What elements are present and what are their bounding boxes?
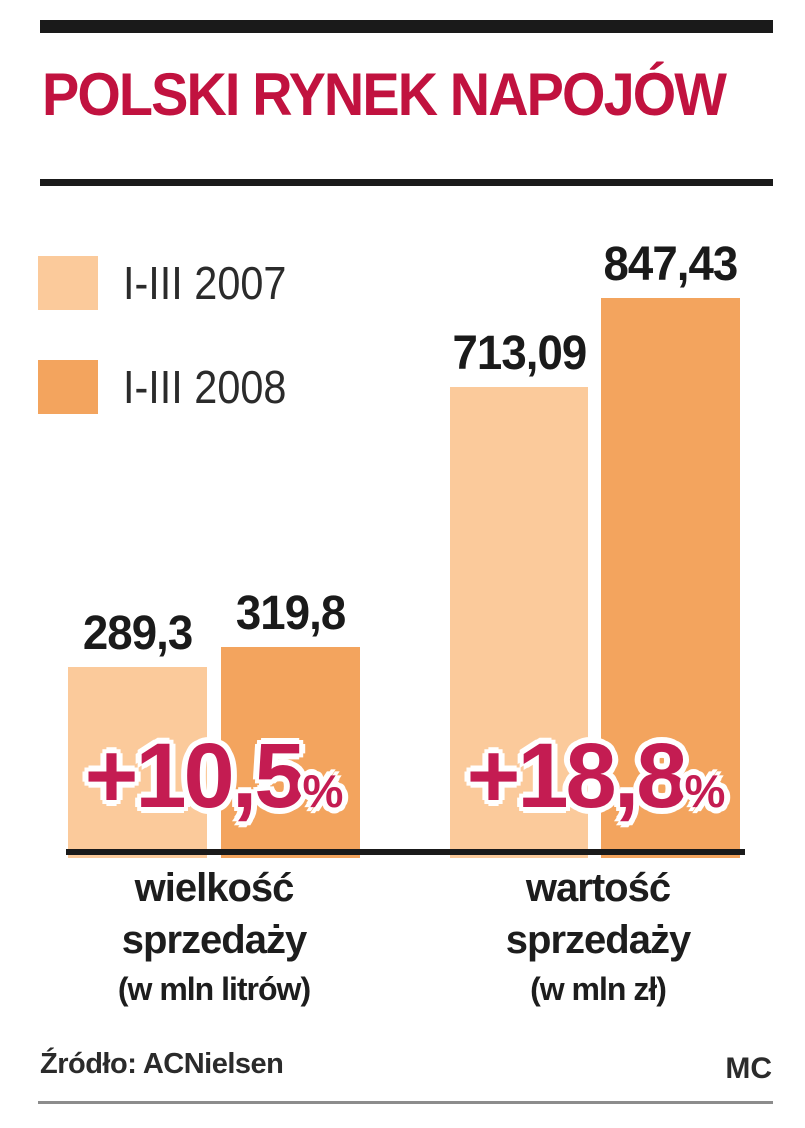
page-title: POLSKI RYNEK NAPOJÓW	[42, 61, 727, 128]
legend-item-2007: I-III 2007	[38, 256, 305, 310]
percent-sign: %	[302, 765, 344, 817]
change-badge-value: +18,8%	[446, 730, 746, 822]
source-note: Źródło: ACNielsen	[40, 1048, 284, 1080]
legend-swatch-2007	[38, 256, 98, 310]
legend-label-2007: I-III 2007	[123, 257, 287, 309]
value-label-volume-2008: 319,8	[235, 587, 346, 640]
change-value-volume: +10,5	[84, 725, 306, 827]
group-unit-volume: (w mln litrów)	[117, 971, 311, 1007]
legend-swatch-2008	[38, 360, 98, 414]
barcol-value-2008: 847,43	[601, 241, 740, 858]
barcol-volume-2008: 319,8	[221, 590, 360, 858]
group-label-value: wartość sprzedaży (w mln zł)	[438, 862, 758, 1012]
value-label-value-2007: 713,09	[452, 327, 587, 380]
barcol-value-2007: 713,09	[450, 330, 588, 858]
change-value-value: +18,8	[466, 725, 688, 827]
author-initials: MC	[725, 1052, 772, 1085]
bar-volume-2007	[68, 667, 207, 858]
top-rule	[40, 20, 773, 33]
value-label-volume-2007: 289,3	[82, 607, 193, 660]
group-label-volume-line1: wielkość	[134, 866, 295, 910]
title-underline	[40, 179, 773, 186]
footer-rule	[38, 1101, 773, 1104]
barcol-volume-2007: 289,3	[68, 610, 207, 858]
percent-sign: %	[684, 765, 726, 817]
bar-value-2008	[601, 298, 740, 858]
group-label-volume: wielkość sprzedaży (w mln litrów)	[54, 862, 374, 1012]
group-label-volume-line2: sprzedaży	[121, 918, 307, 962]
x-axis-line	[66, 849, 745, 855]
bar-value-2007	[450, 387, 588, 858]
group-unit-value: (w mln zł)	[530, 971, 667, 1007]
legend-label-2008: I-III 2008	[123, 361, 287, 413]
group-label-value-line2: sprzedaży	[505, 918, 691, 962]
bar-volume-2008	[221, 647, 360, 858]
group-label-value-line1: wartość	[525, 866, 671, 910]
change-badge-volume: +10,5%	[64, 730, 364, 822]
legend-item-2008: I-III 2008	[38, 360, 305, 414]
value-label-value-2008: 847,43	[603, 238, 739, 291]
